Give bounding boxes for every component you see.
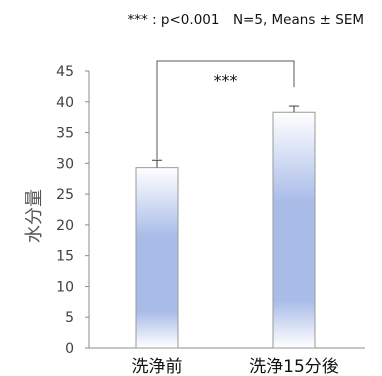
y-tick-label: 20 — [56, 218, 74, 234]
significance-bracket — [156, 60, 295, 160]
y-tick-label: 45 — [56, 64, 74, 80]
y-tick-label: 0 — [65, 341, 74, 357]
y-tick-label: 15 — [56, 249, 74, 265]
significance-label: *** — [214, 71, 238, 90]
bar — [135, 167, 179, 349]
y-tick-label: 25 — [56, 187, 74, 203]
x-tick-label: 洗浄前 — [132, 357, 183, 376]
y-tick-label: 10 — [56, 279, 74, 295]
plot-area: 0 5 10 15 20 25 30 35 40 45 洗浄前 洗浄15分後 *** — [56, 60, 365, 376]
y-tick-label: 35 — [56, 126, 74, 142]
y-tick-label: 30 — [56, 156, 74, 172]
x-tick-label: 洗浄15分後 — [249, 357, 339, 376]
y-axis-label: 水分量 — [24, 189, 45, 243]
y-tick-label: 40 — [56, 95, 74, 111]
y-tick-label: 5 — [65, 310, 74, 326]
chart-annotation: *** : p<0.001 N=5, Means ± SEM — [128, 12, 364, 28]
bar — [272, 111, 316, 349]
